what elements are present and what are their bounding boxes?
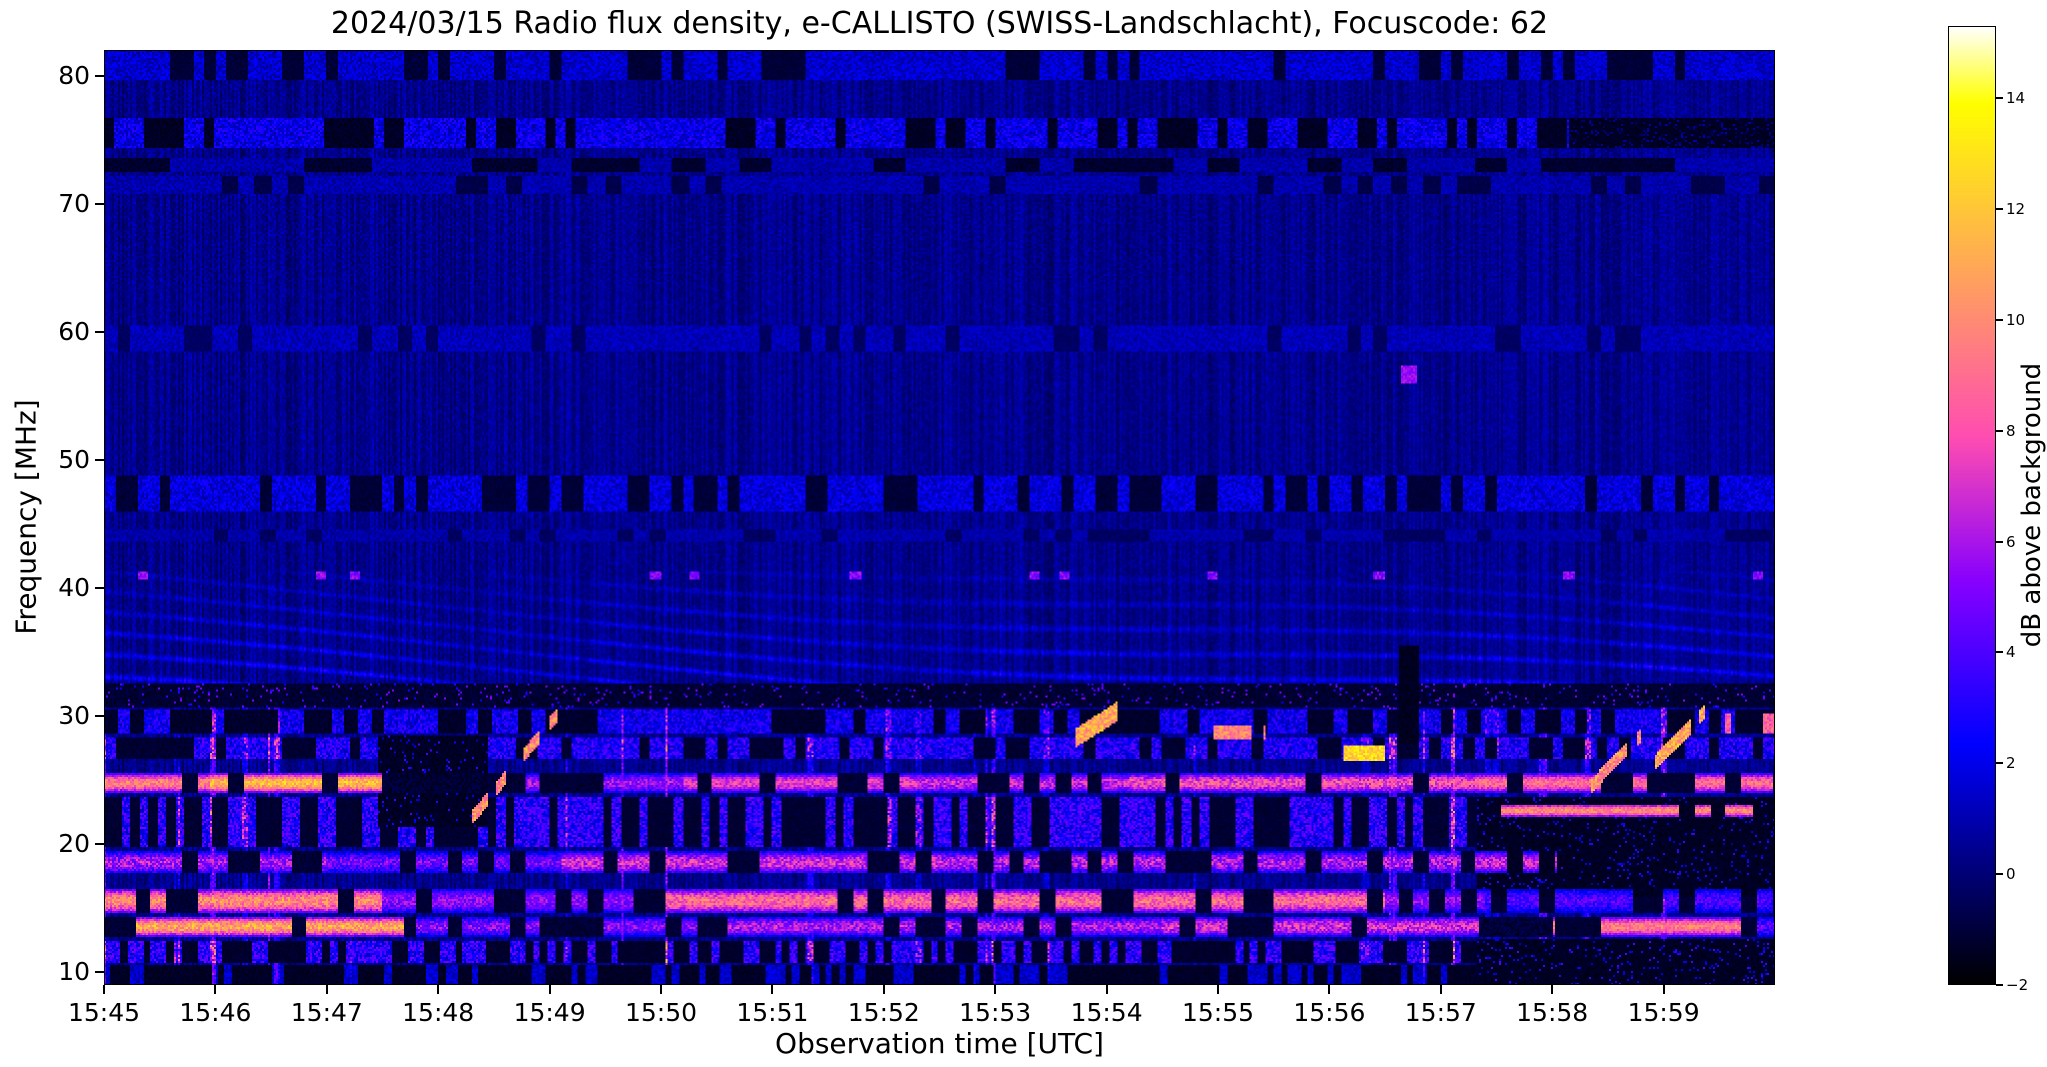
y-tick-label: 60	[58, 316, 90, 346]
x-tick-label: 15:48	[402, 998, 475, 1027]
x-tick-mark	[882, 985, 885, 994]
spectrogram-heatmap	[104, 50, 1775, 985]
colorbar-gradient	[1948, 26, 1996, 985]
y-tick-mark	[95, 202, 104, 205]
colorbar-tick-mark	[1996, 97, 2003, 100]
y-tick-mark	[95, 330, 104, 333]
x-tick-mark	[994, 985, 997, 994]
colorbar-tick-label: 12	[2006, 199, 2026, 218]
y-tick-mark	[95, 586, 104, 589]
colorbar-tick-mark	[1996, 429, 2003, 432]
colorbar-tick-mark	[1996, 207, 2003, 210]
x-tick-label: 15:57	[1404, 998, 1477, 1027]
x-axis-label: Observation time [UTC]	[775, 1027, 1104, 1060]
x-tick-mark	[103, 985, 105, 994]
x-tick-label: 15:55	[1181, 998, 1255, 1027]
x-tick-label: 15:46	[179, 998, 252, 1027]
colorbar-tick-label: −2	[2006, 976, 2029, 994]
x-tick-mark	[1662, 985, 1665, 994]
y-tick-mark	[95, 971, 104, 974]
colorbar-tick-label: 8	[2006, 421, 2016, 440]
x-tick-label: 15:53	[959, 998, 1032, 1027]
y-tick-mark	[95, 74, 104, 77]
x-tick-mark	[1105, 985, 1108, 994]
colorbar-tick-label: 0	[2006, 865, 2016, 884]
y-tick-label: 80	[58, 60, 90, 90]
colorbar-tick-mark	[1996, 540, 2003, 543]
x-tick-mark	[437, 985, 440, 994]
x-tick-mark	[214, 985, 217, 994]
y-tick-label: 20	[58, 829, 90, 859]
y-tick-label: 50	[58, 444, 90, 474]
colorbar-tick-label: 4	[2006, 643, 2016, 662]
colorbar-tick-label: 6	[2006, 532, 2016, 551]
x-tick-mark	[1217, 985, 1219, 994]
colorbar-tick-mark	[1996, 984, 2003, 986]
x-tick-mark	[325, 985, 328, 994]
x-tick-label: 15:50	[624, 998, 698, 1027]
x-tick-mark	[660, 985, 662, 994]
x-tick-label: 15:47	[290, 998, 363, 1027]
y-tick-label: 30	[58, 701, 90, 731]
colorbar-tick-label: 2	[2006, 754, 2016, 773]
x-tick-label: 15:58	[1516, 998, 1589, 1027]
colorbar-tick-label: 10	[2006, 310, 2026, 329]
x-tick-mark	[771, 985, 774, 994]
x-tick-label: 15:45	[67, 998, 141, 1027]
chart-title: 2024/03/15 Radio flux density, e-CALLIST…	[330, 6, 1549, 41]
y-tick-mark	[95, 843, 104, 846]
x-tick-label: 15:51	[736, 998, 809, 1027]
colorbar-tick-mark	[1996, 318, 2003, 321]
x-tick-mark	[1551, 985, 1554, 994]
colorbar-tick-mark	[1996, 651, 2003, 654]
y-tick-label: 40	[58, 572, 90, 602]
colorbar-tick-label: 14	[2006, 89, 2026, 108]
colorbar-tick-mark	[1996, 762, 2003, 765]
y-tick-label: 70	[58, 188, 90, 218]
x-tick-label: 15:52	[847, 998, 920, 1027]
y-tick-mark	[95, 458, 104, 461]
y-tick-mark	[95, 715, 104, 718]
x-tick-mark	[1328, 985, 1331, 994]
colorbar-tick-mark	[1996, 873, 2003, 876]
x-tick-label: 15:49	[513, 998, 586, 1027]
x-tick-label: 15:56	[1293, 998, 1366, 1027]
x-tick-mark	[548, 985, 551, 994]
x-tick-label: 15:59	[1627, 998, 1700, 1027]
x-tick-mark	[1439, 985, 1442, 994]
y-tick-label: 10	[58, 957, 90, 987]
colorbar-label: dB above background	[2017, 362, 2047, 648]
x-tick-label: 15:54	[1070, 998, 1143, 1027]
